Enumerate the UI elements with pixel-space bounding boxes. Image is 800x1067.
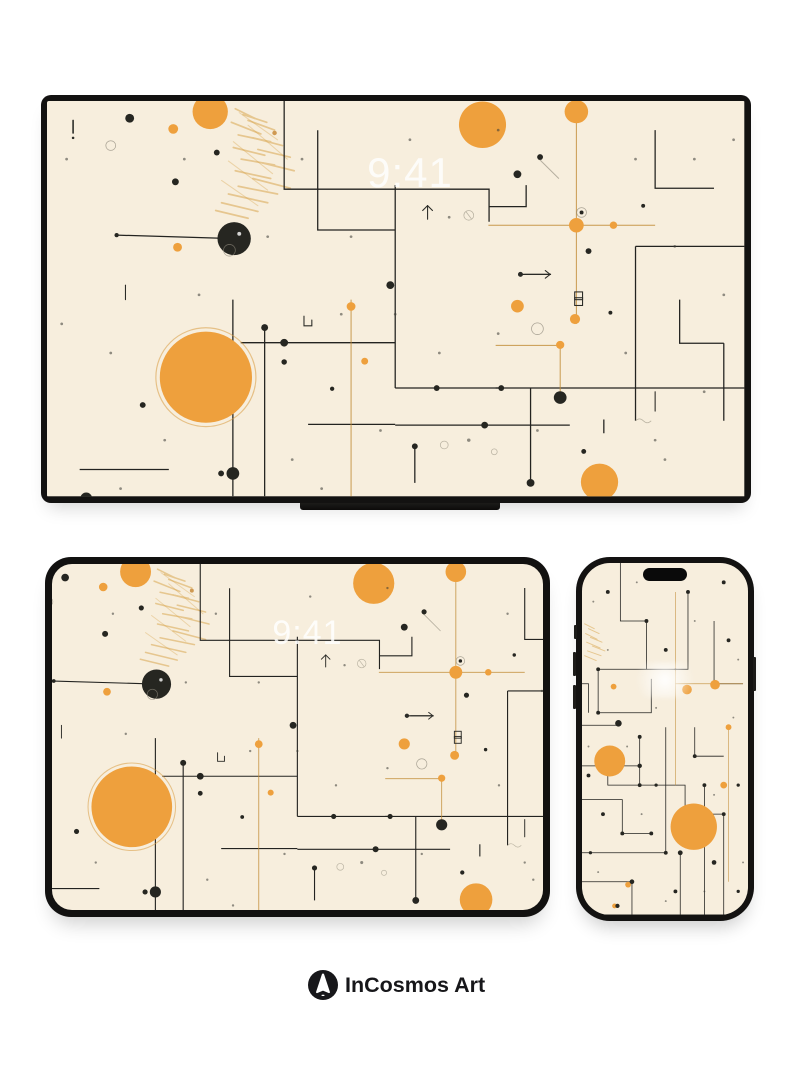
svg-text:InCosmos Art: InCosmos Art — [345, 973, 485, 997]
